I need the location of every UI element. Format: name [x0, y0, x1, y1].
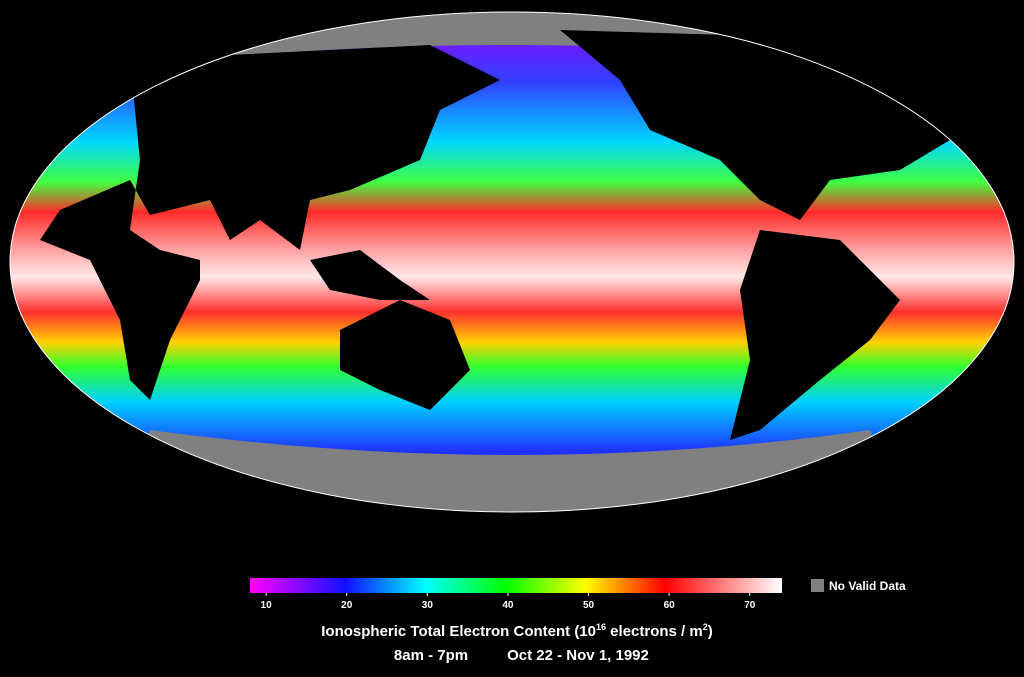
- title-part: Ionospheric Total Electron Content (10: [321, 623, 596, 640]
- colorbar-tick-label: 40: [502, 600, 514, 611]
- time-range: 8am - 7pm: [394, 647, 468, 664]
- title-part: ): [708, 623, 713, 640]
- date-range: Oct 22 - Nov 1, 1992: [507, 647, 649, 664]
- title: Ionospheric Total Electron Content (1016…: [321, 622, 712, 640]
- colorbar-gradient: [250, 578, 782, 593]
- title-sup: 16: [596, 622, 606, 632]
- no-data-label: No Valid Data: [829, 579, 906, 593]
- colorbar-tick-label: 10: [261, 600, 273, 611]
- globe-outline: [9, 11, 1015, 513]
- no-data-swatch: [811, 579, 824, 592]
- colorbar-tick-label: 60: [664, 600, 676, 611]
- colorbar: [250, 578, 782, 593]
- colorbar-tick-label: 70: [744, 600, 756, 611]
- title-part: electrons / m: [606, 623, 703, 640]
- colorbar-tick-label: 50: [583, 600, 595, 611]
- title-sup: 2: [703, 622, 708, 632]
- colorbar-tick-label: 30: [422, 600, 434, 611]
- world-map: [10, 12, 1014, 512]
- colorbar-tick-label: 20: [341, 600, 353, 611]
